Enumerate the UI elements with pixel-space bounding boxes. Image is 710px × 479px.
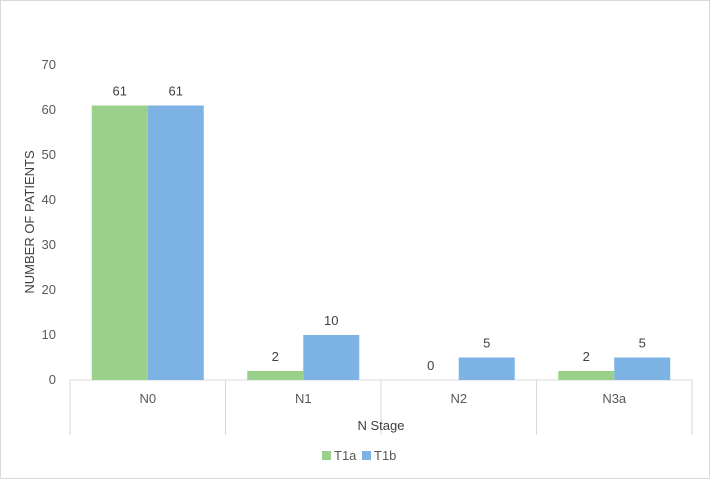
bar-T1b-N2 bbox=[458, 357, 515, 380]
x-tick-label: N1 bbox=[295, 391, 312, 406]
bar-T1a-N3a bbox=[558, 371, 615, 380]
data-label: 10 bbox=[324, 313, 338, 328]
data-label: 61 bbox=[169, 84, 183, 99]
data-label: 61 bbox=[113, 84, 127, 99]
y-tick-label: 50 bbox=[42, 147, 56, 162]
y-tick-label: 70 bbox=[42, 57, 56, 72]
y-tick-label: 10 bbox=[42, 327, 56, 342]
y-tick-label: 40 bbox=[42, 192, 56, 207]
data-labels: 61 2 0 2 61 10 5 5 bbox=[113, 84, 646, 374]
y-tick-label: 60 bbox=[42, 102, 56, 117]
legend-swatch-T1b bbox=[362, 451, 371, 460]
legend-label-T1b: T1b bbox=[374, 448, 396, 463]
x-tick-label: N0 bbox=[139, 391, 156, 406]
x-axis-title: N Stage bbox=[358, 418, 405, 433]
bar-T1b-N0 bbox=[147, 105, 204, 380]
data-label: 2 bbox=[272, 349, 279, 364]
y-axis: 0 10 20 30 40 50 60 70 bbox=[42, 57, 56, 387]
bars bbox=[91, 105, 671, 380]
data-label: 2 bbox=[583, 349, 590, 364]
legend: T1a T1b bbox=[322, 448, 396, 463]
y-tick-label: 0 bbox=[49, 372, 56, 387]
y-tick-label: 20 bbox=[42, 282, 56, 297]
y-axis-title: NUMBER OF PATIENTS bbox=[22, 150, 37, 294]
y-tick-label: 30 bbox=[42, 237, 56, 252]
data-label: 5 bbox=[483, 336, 490, 351]
data-label: 5 bbox=[639, 336, 646, 351]
x-tick-label: N3a bbox=[602, 391, 627, 406]
data-label: 0 bbox=[427, 358, 434, 373]
legend-label-T1a: T1a bbox=[334, 448, 357, 463]
x-tick-label: N2 bbox=[450, 391, 467, 406]
bar-T1a-N1 bbox=[247, 371, 304, 380]
bar-T1b-N3a bbox=[614, 357, 671, 380]
bar-T1a-N0 bbox=[91, 105, 148, 380]
bar-T1b-N1 bbox=[303, 335, 360, 380]
legend-swatch-T1a bbox=[322, 451, 331, 460]
